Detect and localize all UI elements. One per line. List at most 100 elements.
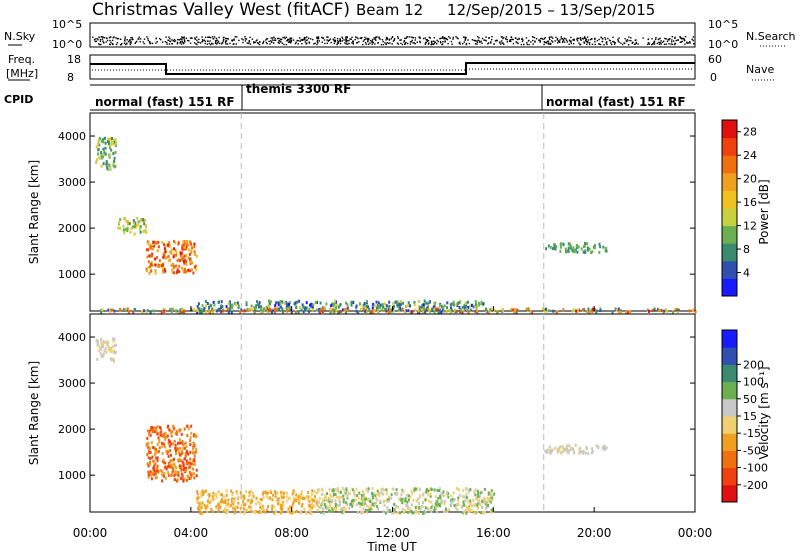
nsky-sample <box>526 43 528 46</box>
velocity-cell <box>270 491 272 494</box>
power-cell <box>568 242 571 246</box>
velocity-cell <box>343 506 346 510</box>
velocity-cell <box>332 506 335 510</box>
nsky-sample <box>100 36 102 38</box>
power-cell <box>152 240 155 244</box>
power-cell <box>296 300 299 304</box>
velocity-cell <box>171 470 174 474</box>
velocity-cell <box>385 499 388 503</box>
nsky-sample <box>166 41 168 44</box>
power-cell <box>171 308 174 311</box>
nsky-sample <box>660 40 662 42</box>
velocity-cell <box>342 494 345 498</box>
nsky-sample <box>334 40 336 43</box>
power-cell <box>548 309 551 313</box>
velocity-colorbar-label: Velocity [m s⁻¹] <box>757 366 771 459</box>
nsky-sample <box>193 42 196 44</box>
nsky-sample <box>404 43 407 45</box>
velocity-cell <box>194 450 197 454</box>
power-cell <box>181 246 184 250</box>
nsky-sample <box>677 39 679 41</box>
velocity-cell <box>180 472 183 476</box>
velocity-cell <box>434 502 437 506</box>
nsky-sample <box>591 43 594 45</box>
nsky-sample <box>464 38 467 40</box>
velocity-cell <box>424 498 427 502</box>
x-tick-label: 04:00 <box>174 526 209 540</box>
nsky-sample <box>397 37 399 39</box>
nsky-sample <box>441 43 443 46</box>
nsky-sample <box>450 40 453 43</box>
nsky-sample <box>630 40 632 42</box>
velocity-cell <box>194 433 197 437</box>
velocity-cell <box>225 489 228 493</box>
power-cell <box>273 307 276 311</box>
velocity-cell <box>572 447 575 451</box>
velocity-cell <box>332 509 335 513</box>
velocity-cell <box>170 431 173 434</box>
power-cell <box>422 303 425 307</box>
velocity-cell <box>161 444 164 448</box>
velocity-cell <box>412 511 415 515</box>
power-cell <box>382 305 385 309</box>
nsky-sample <box>266 38 268 40</box>
power-cell <box>154 241 157 245</box>
nsky-sample <box>137 38 139 40</box>
power-cell <box>191 261 194 265</box>
nsky-sample <box>396 42 399 44</box>
power-cell <box>139 230 142 234</box>
nsky-sample <box>208 36 211 38</box>
nsky-sample <box>679 37 682 39</box>
nsky-sample <box>289 37 291 39</box>
nsky-sample <box>345 36 347 38</box>
velocity-cell <box>185 469 188 473</box>
velocity-cell <box>450 500 453 504</box>
velocity-cell <box>168 444 171 448</box>
nsky-sample <box>693 43 695 45</box>
nsky-sample <box>183 37 185 39</box>
power-cell <box>240 308 243 312</box>
velocity-cell <box>100 355 103 359</box>
velocity-cell <box>297 495 300 498</box>
nsky-sample <box>316 37 319 40</box>
power-cell <box>200 310 203 314</box>
velocity-cell <box>286 491 289 495</box>
nsky-sample <box>388 39 391 41</box>
power-cell <box>147 265 150 269</box>
nsky-sample <box>283 36 286 38</box>
velocity-cell <box>155 467 158 470</box>
velocity-cell <box>269 489 272 493</box>
power-cell <box>235 303 237 307</box>
velocity-cell <box>438 489 441 493</box>
nsky-sample <box>543 43 545 46</box>
nsky-sample <box>265 39 267 41</box>
nsky-sample <box>684 39 686 42</box>
x-tick-label: 20:00 <box>577 526 612 540</box>
velocity-cell <box>466 500 469 504</box>
nsky-sample <box>136 40 138 43</box>
power-cell <box>277 308 280 312</box>
velocity-cell <box>215 495 218 499</box>
velocity-cell <box>427 507 430 511</box>
nsky-sample <box>235 43 237 45</box>
velocity-cell <box>106 340 109 344</box>
velocity-cell <box>155 475 158 479</box>
nsky-sample <box>98 43 100 45</box>
nsky-sample <box>304 37 307 39</box>
power-cell <box>553 245 556 248</box>
velocity-colorbar-segment <box>722 381 737 400</box>
power-cell <box>102 147 105 151</box>
power-cell <box>577 309 580 312</box>
nsky-sample <box>485 40 487 42</box>
power-cell <box>250 308 253 312</box>
power-cell <box>599 307 602 311</box>
velocity-cell <box>98 349 101 353</box>
nsky-sample <box>177 38 179 41</box>
freq-tick-bottom: 8 <box>67 71 74 84</box>
velocity-cell <box>546 450 549 454</box>
velocity-cell <box>591 449 594 453</box>
nsky-sample <box>623 42 625 44</box>
power-cell <box>347 309 350 313</box>
velocity-cell <box>224 507 226 511</box>
power-cell <box>615 308 618 312</box>
